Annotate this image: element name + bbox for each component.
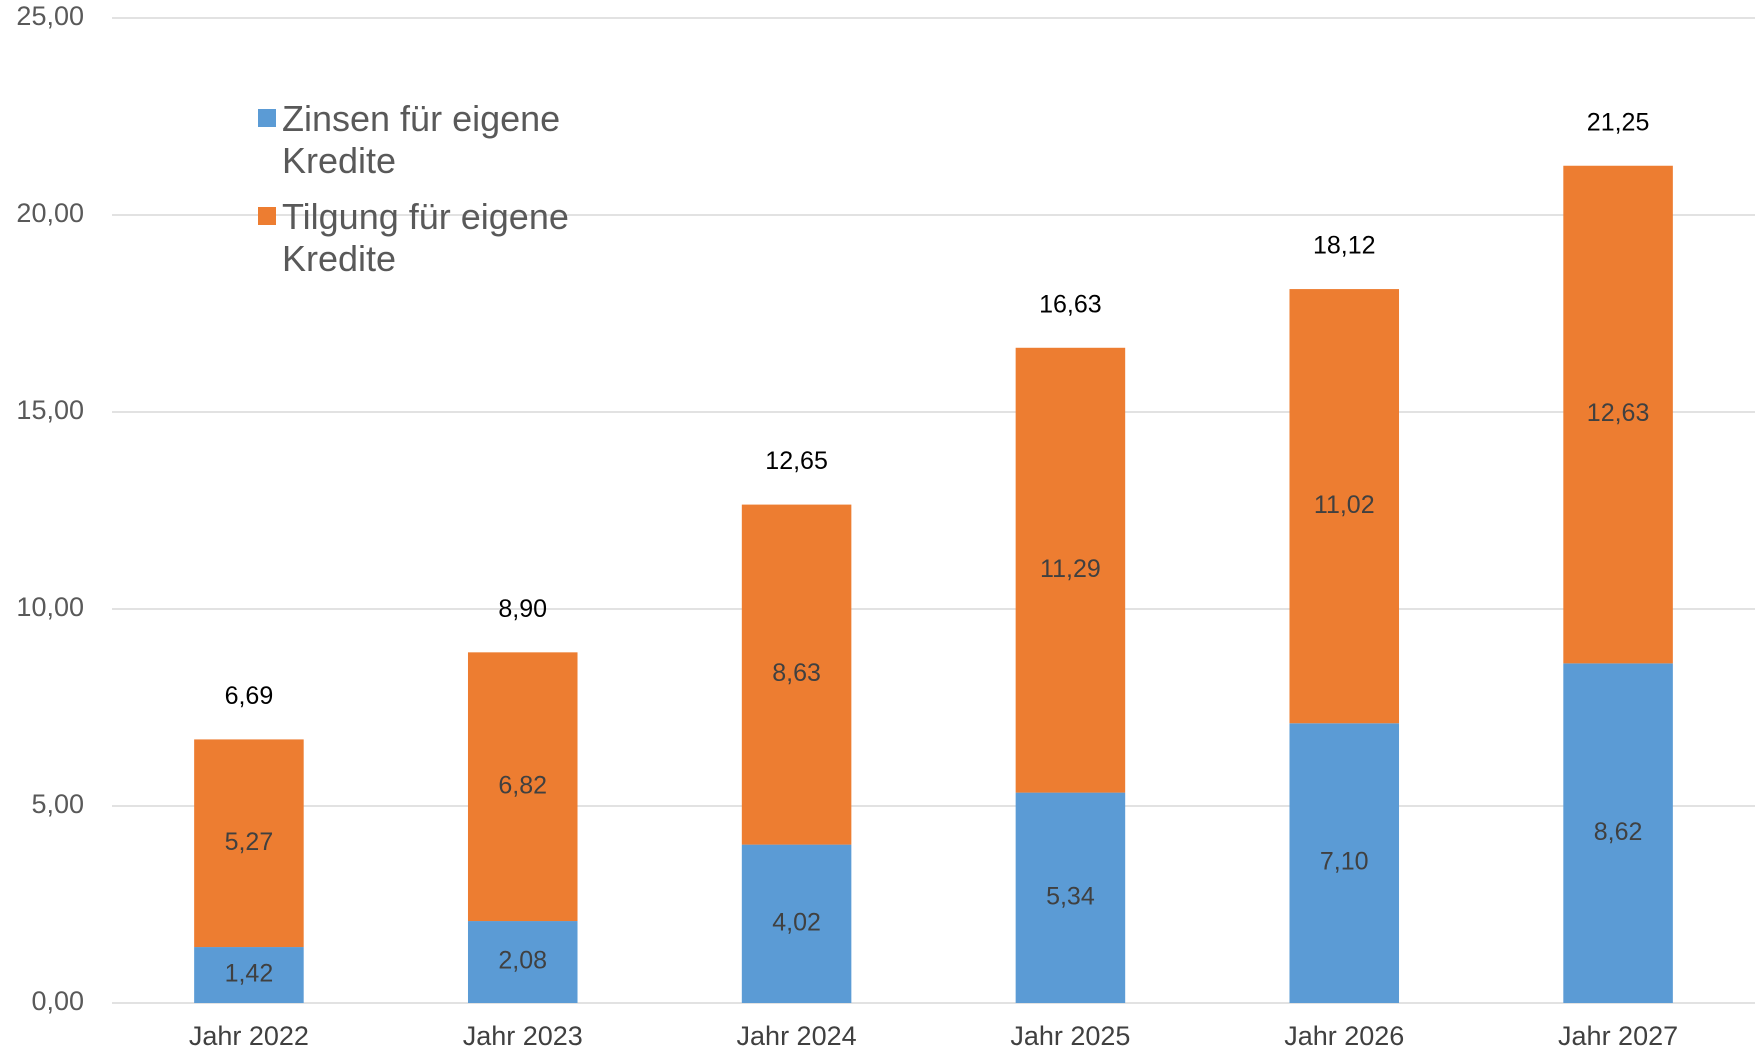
x-tick-label: Jahr 2024: [737, 1021, 857, 1051]
legend: Zinsen für eigene Kredite Tilgung für eig…: [258, 98, 598, 294]
legend-swatch: [258, 109, 276, 127]
legend-swatch: [258, 207, 276, 225]
total-label: 12,65: [765, 447, 828, 475]
total-label: 21,25: [1587, 108, 1650, 136]
y-tick-label: 15,00: [16, 395, 84, 425]
total-label: 8,90: [498, 595, 547, 623]
bar-segment: [741, 504, 852, 845]
legend-label: Tilgung für eigene Kredite: [282, 196, 569, 279]
bar-segment: [1289, 723, 1400, 1003]
data-label: 11,02: [1314, 491, 1375, 519]
bar-segment: [1015, 347, 1126, 793]
legend-label: Zinsen für eigene Kredite: [282, 98, 561, 181]
data-label: 5,34: [1046, 882, 1095, 910]
bar-segment: [1563, 663, 1673, 1003]
data-label: 8,62: [1594, 818, 1643, 846]
data-label: 2,08: [498, 947, 547, 975]
y-tick-label: 5,00: [31, 789, 84, 819]
bar-segment: [194, 947, 304, 1003]
data-label: 4,02: [772, 908, 821, 936]
total-label: 16,63: [1039, 290, 1102, 318]
data-label: 7,10: [1320, 848, 1369, 876]
bar-segment: [1563, 165, 1673, 664]
legend-item: Tilgung für eigene Kredite: [258, 196, 598, 280]
bar-segment: [467, 652, 578, 922]
x-tick-label: Jahr 2026: [1284, 1021, 1404, 1051]
total-label: 6,69: [225, 682, 274, 710]
y-tick-label: 20,00: [16, 198, 84, 228]
data-label: 5,27: [225, 828, 274, 856]
data-label: 1,42: [225, 960, 274, 988]
bar-segment: [467, 921, 578, 1003]
x-tick-label: Jahr 2027: [1558, 1021, 1678, 1051]
x-tick-label: Jahr 2022: [189, 1021, 309, 1051]
data-label: 6,82: [498, 771, 547, 799]
bar-segment: [741, 844, 852, 1003]
data-label: 8,63: [772, 659, 821, 687]
data-label: 12,63: [1587, 399, 1650, 427]
x-tick-label: Jahr 2023: [463, 1021, 583, 1051]
bar-segment: [1289, 289, 1400, 724]
data-label: 11,29: [1040, 555, 1101, 583]
y-tick-label: 25,00: [16, 1, 84, 31]
bar-segment: [194, 739, 304, 948]
legend-item: Zinsen für eigene Kredite: [258, 98, 598, 182]
bar-segment: [1015, 792, 1126, 1003]
y-tick-label: 0,00: [31, 986, 84, 1016]
y-tick-label: 10,00: [16, 592, 84, 622]
x-tick-label: Jahr 2025: [1010, 1021, 1130, 1051]
total-label: 18,12: [1313, 232, 1376, 260]
